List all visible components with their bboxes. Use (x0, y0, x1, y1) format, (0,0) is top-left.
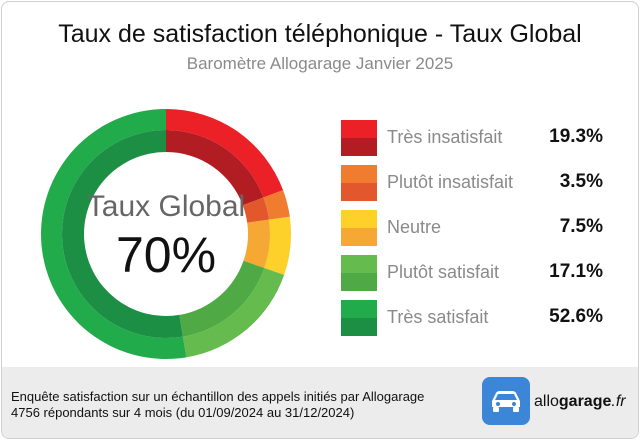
donut-slice-inner-neutre (243, 219, 270, 268)
donut-center-label: Taux Global (86, 190, 246, 223)
donut-slice-inner-plutot-satisfait (179, 260, 265, 337)
donut-slice-inner-tres-satisfait (61, 130, 183, 338)
legend-swatch-tres-satisfait (341, 300, 377, 336)
logo-bold: garage (558, 393, 612, 410)
legend-value-tres-satisfait: 52.6% (549, 306, 603, 327)
chart-subtitle: Baromètre Allogarage Janvier 2025 (186, 54, 454, 73)
legend-label-neutre: Neutre (387, 217, 442, 237)
donut-slice-plutot-satisfait (182, 267, 285, 358)
legend-label-tres-insatisfait: Très insatisfait (387, 127, 503, 147)
logo-prefix: allo (534, 393, 559, 410)
legend-value-neutre: 7.5% (559, 216, 603, 237)
chart-title: Taux de satisfaction téléphonique - Taux… (58, 20, 582, 48)
logo-suffix: .fr (611, 393, 626, 410)
donut-slice-neutre (264, 216, 291, 275)
legend-item-plutot-satisfait: Plutôt satisfait 17.1% (341, 255, 603, 291)
donut-slice-inner-plutot-insatisfait (242, 197, 270, 223)
car-logo-icon (482, 377, 530, 425)
legend-swatch-plutot-insatisfait (341, 165, 377, 201)
donut-center-value: 70% (115, 227, 217, 283)
donut-slice-tres-insatisfait (166, 109, 284, 198)
legend-value-plutot-satisfait: 17.1% (549, 261, 603, 282)
legend-value-tres-insatisfait: 19.3% (549, 126, 603, 147)
allogarage-logo-text: allogarage.fr (534, 393, 626, 411)
legend-swatch-neutre (341, 210, 377, 246)
legend-label-tres-satisfait: Très satisfait (387, 307, 489, 327)
donut-slice-tres-satisfait (41, 109, 187, 359)
legend-swatch-plutot-satisfait (341, 255, 377, 291)
survey-note-line2: 4756 répondants sur 4 mois (du 01/09/202… (11, 405, 355, 420)
donut-slice-plutot-insatisfait (263, 190, 290, 220)
footer-bar: Enquête satisfaction sur un échantillon … (2, 367, 638, 438)
legend-item-tres-insatisfait: Très insatisfait 19.3% (341, 120, 603, 156)
legend-item-plutot-insatisfait: Plutôt insatisfait 3.5% (341, 165, 603, 201)
legend-swatch-tres-insatisfait (341, 120, 377, 156)
legend-item-tres-satisfait: Très satisfait 52.6% (341, 300, 603, 336)
legend-label-plutot-satisfait: Plutôt satisfait (387, 262, 500, 282)
legend-label-plutot-insatisfait: Plutôt insatisfait (387, 172, 514, 192)
legend-item-neutre: Neutre 7.5% (341, 210, 603, 246)
legend-value-plutot-insatisfait: 3.5% (559, 171, 603, 192)
donut-chart (41, 109, 291, 359)
donut-slice-inner-tres-insatisfait (166, 130, 264, 206)
survey-note-line1: Enquête satisfaction sur un échantillon … (11, 389, 425, 404)
survey-note: Enquête satisfaction sur un échantillon … (11, 389, 424, 421)
